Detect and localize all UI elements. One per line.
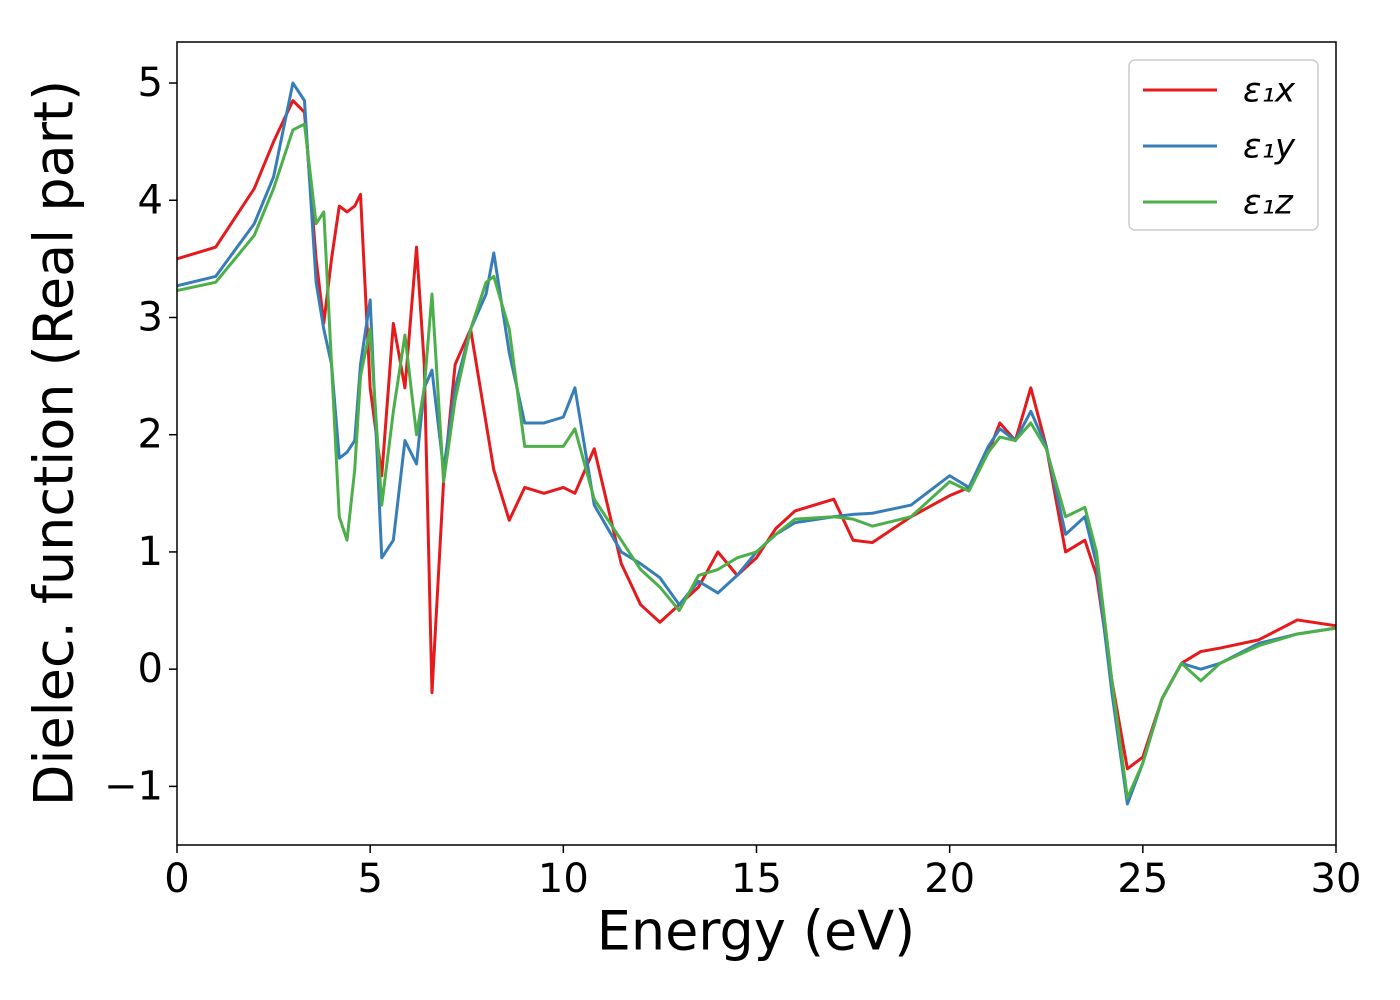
legend-label: ε₁x — [1243, 71, 1296, 111]
x-tick-label: 10 — [538, 856, 589, 902]
y-tick-label: 1 — [138, 529, 163, 575]
y-tick-label: −1 — [104, 763, 163, 809]
y-tick-label: 2 — [138, 412, 163, 458]
x-tick-label: 0 — [164, 856, 189, 902]
y-tick-label: 3 — [138, 294, 163, 340]
legend-label: ε₁z — [1243, 183, 1294, 223]
plot-frame — [176, 41, 1337, 846]
x-tick-label: 5 — [357, 856, 382, 902]
x-tick-label: 30 — [1311, 856, 1362, 902]
y-tick-label: 4 — [138, 177, 163, 223]
legend-box — [1128, 59, 1319, 231]
series-line — [177, 81, 1336, 806]
series-line — [177, 99, 1336, 771]
series-line — [177, 122, 1336, 800]
x-axis-label: Energy (eV) — [597, 900, 916, 963]
y-tick-label: 5 — [138, 60, 163, 106]
x-tick-label: 20 — [924, 856, 975, 902]
x-tick-label: 15 — [731, 856, 782, 902]
legend-label: ε₁y — [1243, 127, 1296, 167]
x-tick-label: 25 — [1117, 856, 1168, 902]
y-tick-label: 0 — [138, 646, 163, 692]
y-axis-label: Dielec. function (Real part) — [23, 80, 86, 806]
